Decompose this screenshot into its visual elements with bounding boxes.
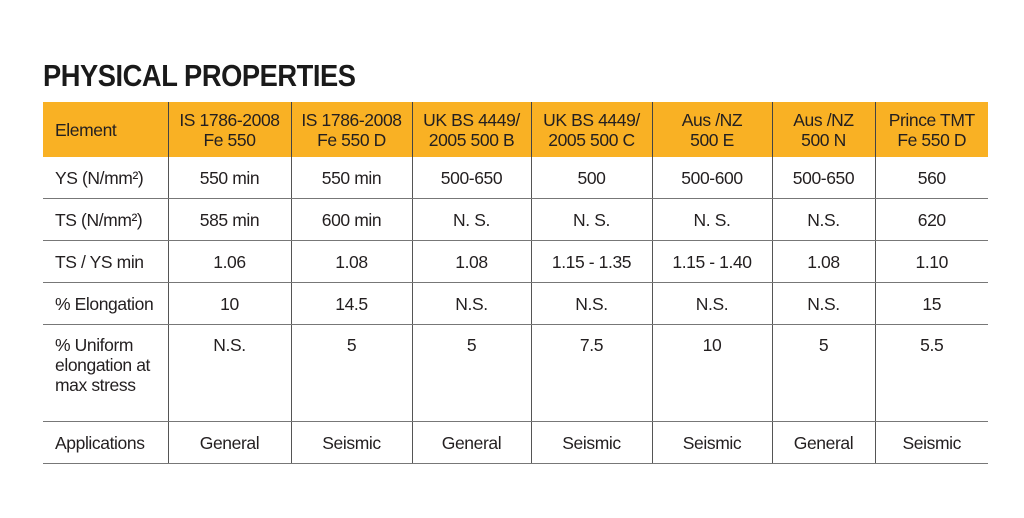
table-cell: 1.15 - 1.35	[530, 240, 652, 283]
table-cell: 585 min	[167, 198, 291, 241]
row-label: Applications	[43, 421, 168, 464]
table-cell: Seismic	[651, 421, 772, 464]
table-row: Applications General Seismic General Seismic…	[43, 421, 988, 464]
table-cell: N.S.	[651, 282, 772, 325]
table-header-row: Element IS 1786-2008 Fe 550 IS 1786-2008 F…	[43, 102, 988, 157]
table-cell: 1.06	[167, 240, 291, 283]
table-cell: N. S.	[651, 198, 772, 241]
table-cell: N.S.	[771, 282, 875, 325]
column-header-standard: IS 1786-2008 Fe 550 D	[290, 102, 412, 157]
table-cell: 560	[874, 157, 988, 199]
table-cell: 5	[290, 324, 412, 422]
table-row: TS (N/mm²) 585 min 600 min N. S. N. S. N. S. N…	[43, 198, 988, 241]
table-row: YS (N/mm²) 550 min 550 min 500-650 500 500-60…	[43, 157, 988, 199]
table-cell: N.S.	[530, 282, 652, 325]
row-label: TS / YS min	[43, 240, 168, 283]
table-cell: 1.08	[290, 240, 412, 283]
table-cell: 500	[530, 157, 652, 199]
table-cell: 1.15 - 1.40	[651, 240, 772, 283]
table-row: % Uniform elongation at max stress N.S. 5 5 7…	[43, 324, 988, 422]
table-cell: N. S.	[530, 198, 652, 241]
table-cell: Seismic	[874, 421, 988, 464]
column-header-standard: UK BS 4449/ 2005 500 C	[530, 102, 652, 157]
table-cell: 500-650	[771, 157, 875, 199]
table-cell: N.S.	[167, 324, 291, 422]
table-cell: N.S.	[771, 198, 875, 241]
table-row: % Elongation 10 14.5 N.S. N.S. N.S. N.S. 15	[43, 282, 988, 325]
table-cell: 1.08	[411, 240, 531, 283]
row-label: % Uniform elongation at max stress	[43, 324, 168, 422]
table-cell: 5	[411, 324, 531, 422]
table-cell: 5	[771, 324, 875, 422]
table-cell: Seismic	[530, 421, 652, 464]
table-cell: 1.08	[771, 240, 875, 283]
table-cell: 550 min	[290, 157, 412, 199]
table-cell: Seismic	[290, 421, 412, 464]
table-cell: N.S.	[411, 282, 531, 325]
row-label: % Elongation	[43, 282, 168, 325]
table-cell: 14.5	[290, 282, 412, 325]
page-title: PHYSICAL PROPERTIES	[43, 58, 356, 93]
column-header-standard: Aus /NZ 500 E	[651, 102, 772, 157]
column-header-standard: UK BS 4449/ 2005 500 B	[411, 102, 531, 157]
table-cell: 5.5	[874, 324, 988, 422]
table-row: TS / YS min 1.06 1.08 1.08 1.15 - 1.35 1.15 -…	[43, 240, 988, 283]
table-cell: 500-600	[651, 157, 772, 199]
table-cell: 1.10	[874, 240, 988, 283]
column-header-element: Element	[43, 102, 168, 157]
row-label: TS (N/mm²)	[43, 198, 168, 241]
table-cell: N. S.	[411, 198, 531, 241]
table-cell: General	[771, 421, 875, 464]
table-cell: 620	[874, 198, 988, 241]
table-cell: General	[167, 421, 291, 464]
table-cell: 500-650	[411, 157, 531, 199]
table-cell: 600 min	[290, 198, 412, 241]
table-cell: 10	[167, 282, 291, 325]
table-cell: General	[411, 421, 531, 464]
table-cell: 7.5	[530, 324, 652, 422]
row-label: YS (N/mm²)	[43, 157, 168, 199]
physical-properties-table: Element IS 1786-2008 Fe 550 IS 1786-2008 F…	[43, 102, 988, 464]
table-cell: 10	[651, 324, 772, 422]
table-cell: 550 min	[167, 157, 291, 199]
column-header-standard: Prince TMT Fe 550 D	[874, 102, 988, 157]
column-header-standard: IS 1786-2008 Fe 550	[167, 102, 291, 157]
column-header-standard: Aus /NZ 500 N	[771, 102, 875, 157]
table-cell: 15	[874, 282, 988, 325]
